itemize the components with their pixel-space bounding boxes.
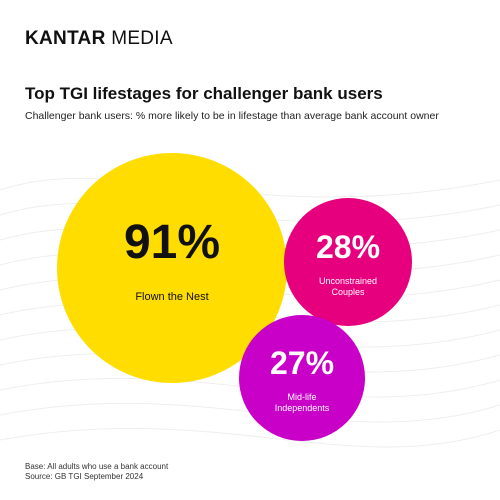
- chart-subtitle: Challenger bank users: % more likely to …: [25, 110, 439, 122]
- footer-source: Source: GB TGI September 2024: [25, 472, 144, 481]
- bubble-label-mid-life-independents: Mid-life: [287, 392, 316, 402]
- bubble-circle-flown-the-nest: [57, 153, 287, 383]
- logo-word-media: MEDIA: [105, 28, 173, 49]
- bubble-circle-mid-life-independents: [239, 315, 365, 441]
- bubble-value-unconstrained-couples: 28%: [316, 229, 380, 265]
- footer-notes: Base: All adults who use a bank account …: [25, 462, 168, 482]
- bubble-flown-the-nest: 91% Flown the Nest: [57, 153, 287, 383]
- chart-title: Top TGI lifestages for challenger bank u…: [25, 84, 383, 103]
- bubble-label-flown-the-nest: Flown the Nest: [135, 291, 208, 303]
- logo-word-kantar: KANTAR: [25, 28, 106, 49]
- bubble-circle-unconstrained-couples: [284, 198, 412, 326]
- kantar-media-logo: KANTAR MEDIA: [25, 28, 173, 50]
- bubble-value-flown-the-nest: 91%: [124, 216, 220, 269]
- bubble-value-mid-life-independents: 27%: [270, 345, 334, 381]
- footer-base: Base: All adults who use a bank account: [25, 462, 169, 471]
- bubble-label-mid-life-independents: Independents: [275, 403, 330, 413]
- bubble-label-unconstrained-couples: Couples: [331, 287, 365, 297]
- bubble-label-unconstrained-couples: Unconstrained: [319, 276, 377, 286]
